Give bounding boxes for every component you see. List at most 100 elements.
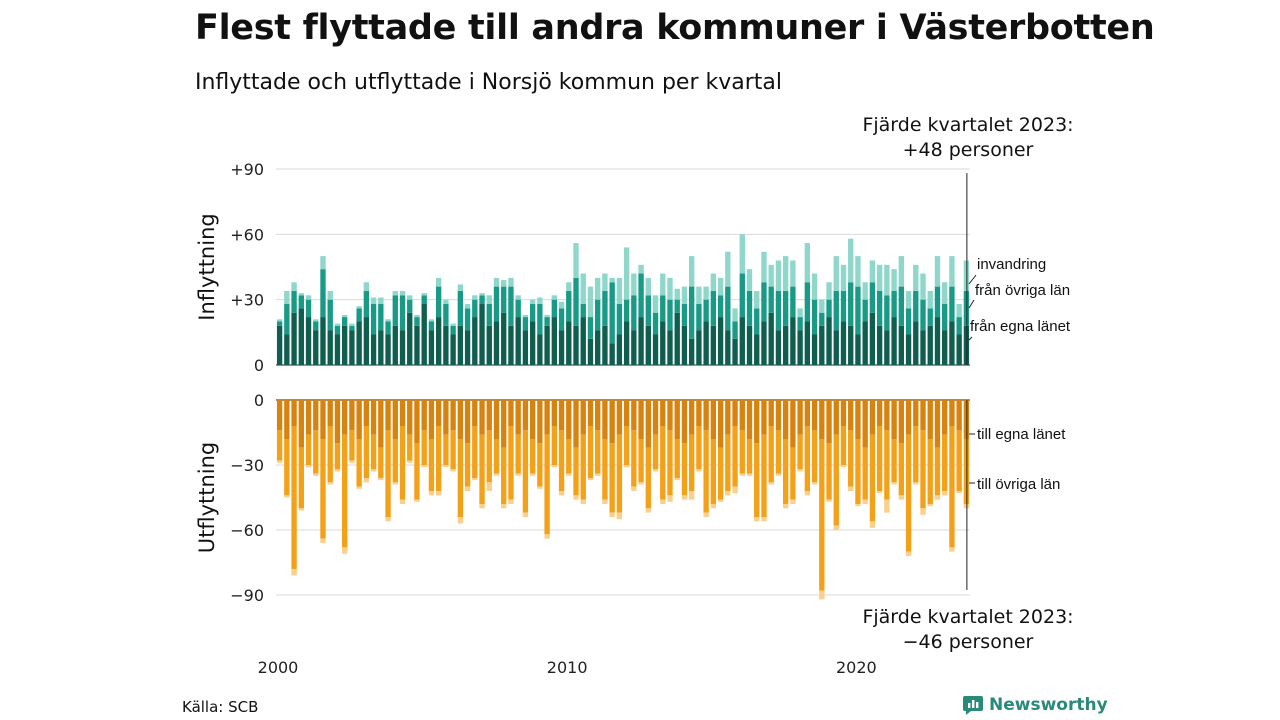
bar-out-2 [457, 439, 464, 517]
bar-out-3 [840, 465, 847, 468]
bar-in-3 [298, 293, 304, 296]
bar-out-1 [479, 400, 485, 435]
bar-out-1 [551, 400, 557, 426]
bar-in-2 [276, 321, 283, 326]
bar-out-2 [385, 430, 391, 517]
bar-out-2 [595, 430, 601, 474]
bar-in-1 [414, 325, 420, 365]
bar-in-2 [472, 299, 478, 318]
bar-in-2 [949, 286, 955, 322]
bar-out-3 [501, 504, 507, 509]
bar-in-1 [963, 325, 970, 365]
bar-in-3 [428, 319, 435, 322]
bar-out-3 [537, 486, 543, 489]
bar-in-1 [291, 312, 297, 365]
y-tick-label-out: −90 [230, 586, 264, 605]
bar-out-1 [529, 400, 536, 439]
bar-out-3 [551, 465, 557, 468]
bar-in-3 [949, 256, 955, 287]
bar-in-3 [609, 277, 615, 283]
bar-out-3 [790, 499, 796, 504]
bar-out-1 [898, 400, 904, 444]
bar-out-1 [399, 400, 406, 426]
bar-out-3 [876, 491, 883, 494]
bar-in-1 [660, 321, 666, 365]
bar-in-2 [602, 290, 608, 326]
bar-out-1 [717, 400, 724, 448]
bar-out-2 [696, 426, 702, 470]
bar-out-1 [305, 400, 312, 435]
bar-out-1 [284, 400, 290, 439]
bar-out-3 [414, 499, 420, 502]
bar-out-3 [761, 517, 767, 522]
bar-out-3 [660, 499, 666, 504]
bar-in-2 [717, 295, 724, 318]
bar-in-2 [826, 299, 832, 318]
bar-in-1 [298, 308, 304, 365]
bar-in-2 [761, 282, 767, 322]
bar-in-1 [587, 338, 594, 365]
bar-in-3 [320, 256, 326, 270]
x-tick-label: 2020 [836, 658, 877, 677]
bar-out-2 [298, 447, 304, 509]
bar-out-3 [508, 499, 514, 504]
annotation-bottom-line2: −46 personer [902, 631, 1034, 653]
bar-in-3 [689, 256, 695, 287]
bar-out-3 [457, 517, 464, 524]
bar-out-2 [291, 426, 297, 569]
bar-out-1 [349, 400, 355, 431]
bar-in-3 [819, 299, 825, 313]
bar-out-3 [602, 499, 608, 504]
bar-out-3 [558, 491, 565, 496]
bar-out-3 [739, 473, 745, 476]
y-tick-label-out: −60 [230, 521, 264, 540]
bar-out-3 [819, 590, 825, 600]
bar-out-2 [891, 439, 897, 483]
bar-out-1 [638, 400, 644, 439]
bar-in-1 [609, 343, 615, 365]
bar-out-2 [725, 434, 731, 491]
bar-in-2 [631, 295, 637, 331]
bar-in-1 [284, 334, 290, 365]
bar-in-2 [725, 286, 731, 331]
bar-out-2 [392, 439, 398, 483]
bar-out-2 [313, 430, 319, 474]
bar-in-2 [689, 286, 695, 339]
bar-out-3 [913, 482, 919, 485]
bar-out-2 [609, 443, 615, 513]
bar-out-2 [435, 426, 442, 491]
bar-out-2 [876, 426, 883, 491]
bar-in-1 [421, 304, 427, 365]
bar-out-1 [313, 400, 319, 431]
bar-out-1 [819, 400, 825, 439]
bar-in-2 [544, 317, 550, 326]
bar-out-3 [486, 482, 492, 491]
bar-in-3 [790, 260, 796, 287]
bar-out-2 [804, 426, 811, 491]
bar-out-1 [660, 400, 666, 426]
bar-in-1 [276, 325, 283, 365]
bar-in-3 [356, 306, 362, 309]
bar-out-3 [942, 491, 948, 496]
bar-out-1 [587, 400, 594, 426]
bar-out-1 [855, 400, 861, 439]
bar-in-1 [472, 317, 478, 365]
bar-out-2 [819, 439, 825, 591]
bar-out-3 [472, 478, 478, 481]
bar-out-1 [537, 400, 543, 444]
bar-out-2 [428, 439, 435, 491]
bar-in-2 [790, 286, 796, 318]
bar-out-1 [927, 400, 933, 439]
bar-in-3 [754, 290, 760, 309]
bar-in-2 [898, 286, 904, 326]
bar-in-3 [566, 282, 572, 291]
bar-in-3 [696, 286, 702, 305]
bar-out-3 [775, 473, 782, 476]
bar-in-1 [508, 325, 514, 365]
bar-out-1 [942, 400, 948, 435]
bar-in-1 [464, 330, 471, 365]
bar-in-1 [754, 334, 760, 365]
bar-in-2 [942, 304, 948, 331]
bar-out-2 [674, 439, 680, 478]
bar-out-3 [609, 512, 615, 517]
